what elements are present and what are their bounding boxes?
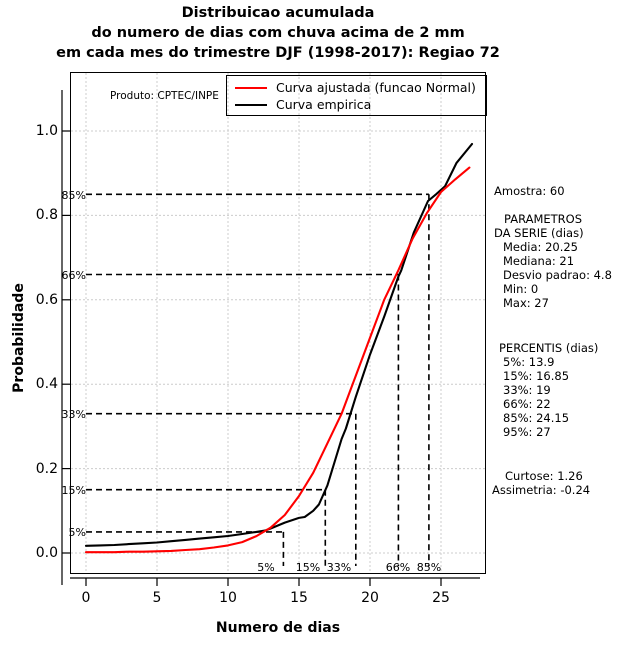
grid-vertical (85, 73, 442, 573)
grid-horizontal (71, 130, 485, 554)
percentile-left-label-66: 66% (61, 269, 86, 282)
percentile-bottom-label-15: 15% (295, 561, 321, 574)
percentile-left-label-15: 15% (61, 484, 86, 497)
xtick-label-5: 5 (152, 590, 162, 606)
stat-mediana: Mediana: 21 (503, 254, 575, 268)
stat-p33: 33%: 19 (503, 383, 551, 397)
stat-p05: 5%: 13.9 (503, 355, 555, 369)
plot-frame (70, 72, 486, 574)
xtick-label-20: 20 (361, 590, 379, 606)
legend-label-curva-empirica: Curva empirica (276, 97, 372, 112)
stat-max: Max: 27 (503, 296, 549, 310)
title-line-2: do numero de dias com chuva acima de 2 m… (91, 25, 465, 41)
percentile-guides (86, 193, 430, 566)
produto-watermark: Produto: CPTEC/INPE (110, 90, 219, 102)
axis-ticks (61, 90, 480, 586)
y-axis-title: Probabilidade (11, 283, 27, 393)
stat-amostra: Amostra: 60 (494, 184, 565, 198)
percentile-bottom-label-5: 5% (257, 561, 275, 574)
stat-parametros-title-1: PARAMETROS (504, 212, 583, 226)
percentile-bottom-label-85: 85% (416, 561, 442, 574)
ytick-label-0.6: 0.6 (35, 292, 58, 308)
legend-entry-curva-empirica: Curva empirica (235, 96, 371, 114)
stat-curtose: Curtose: 1.26 (505, 469, 583, 483)
percentile-left-label-85: 85% (61, 189, 86, 202)
x-axis-title: Numero de dias (215, 620, 341, 636)
stat-p66: 66%: 22 (503, 397, 551, 411)
stat-assimetria: Assimetria: -0.24 (492, 483, 591, 497)
stat-p15: 15%: 16.85 (503, 369, 570, 383)
percentile-left-label-33: 33% (61, 408, 86, 421)
stat-media: Media: 20.25 (503, 240, 578, 254)
xtick-label-0: 0 (81, 590, 91, 606)
legend-entry-curva-ajustada: Curva ajustada (funcao Normal) (235, 79, 476, 97)
ytick-label-1.0: 1.0 (35, 123, 58, 139)
stat-desvio-padrao: Desvio padrao: 4.8 (503, 268, 612, 282)
percentile-bottom-label-33: 33% (326, 561, 352, 574)
ytick-label-0.2: 0.2 (35, 461, 58, 477)
title-line-1: Distribuicao acumulada (181, 5, 375, 21)
ytick-label-0.4: 0.4 (35, 376, 58, 392)
stat-p85: 85%: 24.15 (503, 411, 570, 425)
series-curva-ajustada (84, 166, 471, 554)
stat-parametros-title-2: DA SERIE (dias) (494, 226, 584, 240)
xtick-label-25: 25 (432, 590, 450, 606)
legend-swatch-red-line-icon (235, 87, 267, 89)
ytick-label-0.8: 0.8 (35, 207, 58, 223)
stat-p95: 95%: 27 (503, 425, 551, 439)
percentile-left-label-5: 5% (68, 526, 86, 539)
legend: Curva ajustada (funcao Normal) Curva emp… (226, 75, 487, 116)
ytick-label-0.0: 0.0 (35, 545, 58, 561)
xtick-label-15: 15 (290, 590, 308, 606)
series-curva-empirica (84, 142, 474, 547)
chart-title: Distribuicao acumulada do numero de dias… (0, 3, 556, 63)
percentile-bottom-label-66: 66% (385, 561, 411, 574)
stat-min: Min: 0 (503, 282, 539, 296)
legend-label-curva-ajustada: Curva ajustada (funcao Normal) (276, 80, 476, 95)
xtick-label-10: 10 (219, 590, 237, 606)
title-line-3: em cada mes do trimestre DJF (1998-2017)… (56, 45, 500, 61)
legend-swatch-black-line-icon (235, 104, 267, 106)
stat-percentis-title: PERCENTIS (dias) (499, 341, 599, 355)
